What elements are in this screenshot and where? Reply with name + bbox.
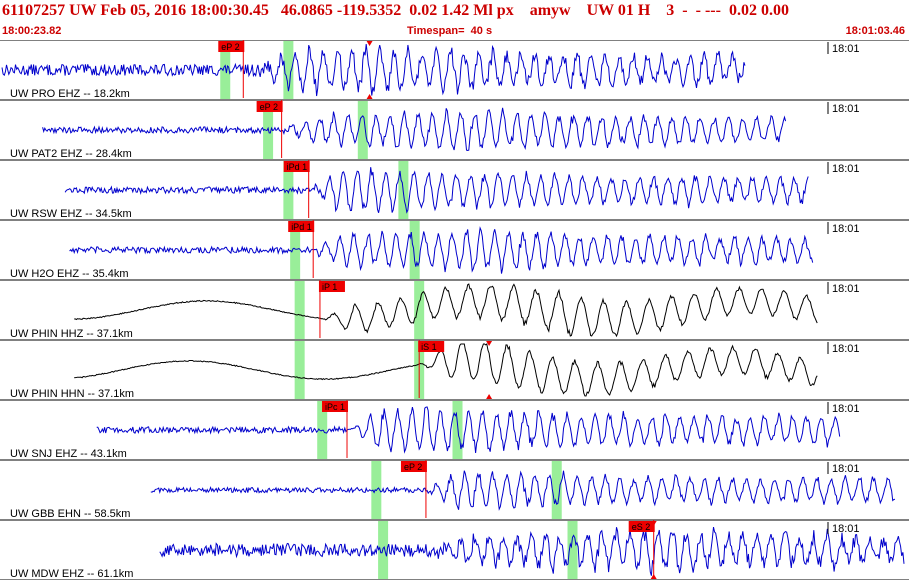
channel-label: UW PHIN HHN -- 37.1km bbox=[10, 388, 134, 400]
predicted-arrival-band bbox=[357, 101, 368, 159]
channel-label: UW GBB EHN -- 58.5km bbox=[10, 508, 130, 520]
pick-box bbox=[283, 161, 310, 172]
trace-row[interactable]: iPd 1 UW H2O EHZ -- 35.4km 18:01 bbox=[10, 220, 860, 280]
trace-row[interactable]: eP 2 UW GBB EHN -- 58.5km 18:01 bbox=[10, 460, 896, 520]
predicted-arrival-band bbox=[294, 341, 305, 399]
pick-label[interactable]: iPd 1 bbox=[291, 222, 312, 232]
pick-box bbox=[400, 461, 427, 472]
pick-label[interactable]: iP 1 bbox=[322, 282, 337, 292]
minute-label: 18:01 bbox=[832, 463, 860, 475]
minute-label: 18:01 bbox=[832, 403, 860, 415]
channel-label: UW MDW EHZ -- 61.1km bbox=[10, 568, 133, 580]
trace-row[interactable]: eS 2 UW MDW EHZ -- 61.1km 18:01 bbox=[10, 520, 905, 580]
pick-label[interactable]: iS 1 bbox=[421, 342, 437, 352]
trace-row[interactable]: iP 1 UW PHIN HHZ -- 37.1km 18:01 bbox=[10, 280, 860, 340]
trace-row[interactable]: eP 2 UW PAT2 EHZ -- 28.4km 18:01 bbox=[10, 100, 860, 160]
pick-box bbox=[322, 401, 349, 412]
channel-label: UW PAT2 EHZ -- 28.4km bbox=[10, 148, 132, 160]
trace-row[interactable]: eP 2 UW PRO EHZ -- 18.2km 18:01 bbox=[1, 40, 860, 100]
pick-box bbox=[418, 341, 445, 352]
start-time: 18:00:23.82 bbox=[2, 25, 62, 37]
waveform bbox=[74, 283, 818, 338]
channel-label: UW SNJ EHZ -- 43.1km bbox=[10, 448, 127, 460]
header-bar: 61107257 UW Feb 05, 2016 18:00:30.45 46.… bbox=[0, 0, 909, 40]
event-title: 61107257 UW Feb 05, 2016 18:00:30.45 46.… bbox=[2, 2, 789, 19]
amplitude-marker-bottom bbox=[650, 574, 657, 579]
pick-box bbox=[256, 101, 283, 112]
channel-label: UW H2O EHZ -- 35.4km bbox=[10, 268, 129, 280]
pick-box bbox=[628, 521, 655, 532]
pick-label[interactable]: eS 2 bbox=[632, 522, 651, 532]
pick-label[interactable]: eP 2 bbox=[260, 102, 278, 112]
pick-box bbox=[218, 41, 245, 52]
timespan: Timespan= 40 s bbox=[407, 25, 493, 37]
minute-label: 18:01 bbox=[832, 163, 860, 175]
waveform bbox=[150, 470, 896, 511]
channel-label: UW PRO EHZ -- 18.2km bbox=[10, 88, 130, 100]
trace-row[interactable]: iPd 1 UW RSW EHZ -- 34.5km 18:01 bbox=[10, 160, 860, 220]
waveform bbox=[64, 167, 809, 214]
channel-label: UW PHIN HHZ -- 37.1km bbox=[10, 328, 133, 340]
waveform bbox=[159, 526, 905, 576]
waveform bbox=[1, 43, 746, 97]
predicted-arrival-band bbox=[294, 281, 305, 339]
waveform bbox=[74, 343, 818, 397]
predicted-arrival-band bbox=[414, 281, 425, 339]
end-time: 18:01:03.46 bbox=[845, 25, 905, 37]
pick-label[interactable]: eP 2 bbox=[404, 462, 422, 472]
minute-label: 18:01 bbox=[832, 283, 860, 295]
predicted-arrival-band bbox=[551, 461, 562, 519]
pick-box bbox=[288, 221, 315, 232]
amplitude-marker-bottom bbox=[366, 94, 373, 99]
amplitude-marker-top bbox=[486, 341, 493, 346]
minute-label: 18:01 bbox=[832, 43, 860, 55]
minute-label: 18:01 bbox=[832, 103, 860, 115]
waveform bbox=[96, 406, 841, 454]
seismogram-panel[interactable]: eP 2 UW PRO EHZ -- 18.2km 18:01 eP 2 UW PAT2… bbox=[0, 40, 909, 580]
trace-row[interactable]: iS 1 UW PHIN HHN -- 37.1km 18:01 bbox=[10, 340, 860, 400]
waveform bbox=[42, 107, 787, 152]
predicted-arrival-band bbox=[290, 221, 301, 279]
trace-row[interactable]: iPc 1 UW SNJ EHZ -- 43.1km 18:01 bbox=[10, 400, 860, 460]
minute-label: 18:01 bbox=[832, 343, 860, 355]
pick-label[interactable]: iPc 1 bbox=[325, 402, 345, 412]
pick-box bbox=[318, 281, 345, 292]
pick-label[interactable]: eP 2 bbox=[221, 42, 239, 52]
channel-label: UW RSW EHZ -- 34.5km bbox=[10, 208, 132, 220]
waveform bbox=[69, 226, 814, 274]
amplitude-marker-bottom bbox=[486, 394, 493, 399]
predicted-arrival-band bbox=[567, 521, 578, 579]
predicted-arrival-band bbox=[283, 161, 294, 219]
amplitude-marker-top bbox=[366, 41, 373, 46]
predicted-arrival-band bbox=[409, 221, 420, 279]
predicted-arrival-band bbox=[220, 41, 231, 99]
amplitude-marker-top bbox=[650, 521, 657, 526]
predicted-arrival-band bbox=[283, 41, 294, 99]
minute-label: 18:01 bbox=[832, 223, 860, 235]
minute-label: 18:01 bbox=[832, 523, 860, 535]
pick-label[interactable]: iPd 1 bbox=[287, 162, 308, 172]
predicted-arrival-band bbox=[452, 401, 463, 459]
